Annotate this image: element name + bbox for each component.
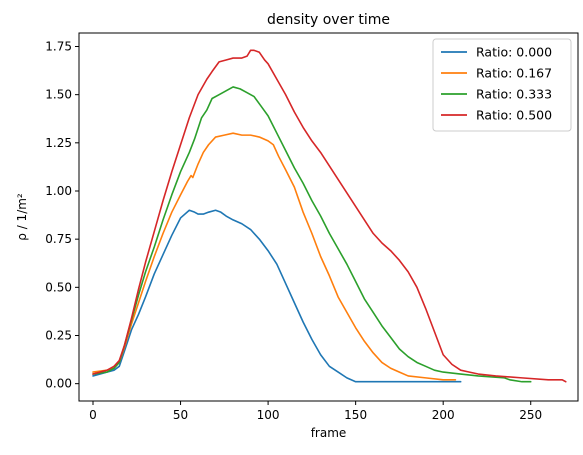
x-axis-ticks: 0 50 100 150 200 250	[89, 401, 542, 422]
y-axis-ticks: 0.00 0.25 0.50 0.75 1.00 1.25 1.50 1.75	[45, 39, 79, 391]
series-layer	[92, 49, 567, 383]
legend-label-1: Ratio: 0.167	[476, 66, 552, 81]
legend-label-2: Ratio: 0.333	[476, 87, 552, 102]
x-tick-label: 50	[173, 408, 188, 422]
y-tick-label: 0.25	[45, 328, 72, 342]
y-tick-label: 0.50	[45, 280, 72, 294]
series-line-1	[92, 132, 457, 381]
series-line-3	[92, 49, 567, 383]
x-tick-label: 0	[89, 408, 97, 422]
y-tick-label: 1.50	[45, 88, 72, 102]
y-tick-label: 0.00	[45, 377, 72, 391]
x-tick-label: 200	[432, 408, 455, 422]
series-line-0	[92, 209, 462, 383]
plot-frame	[78, 32, 579, 402]
y-tick-label: 1.00	[45, 184, 72, 198]
x-axis-label: frame	[311, 426, 347, 440]
x-tick-label: 150	[344, 408, 367, 422]
legend: Ratio: 0.000 Ratio: 0.167 Ratio: 0.333 Rati…	[432, 38, 572, 132]
series-line-2	[92, 86, 532, 383]
legend-box	[432, 38, 572, 132]
chart-title: density over time	[267, 12, 390, 28]
y-axis-label: ρ / 1/m²	[15, 193, 29, 241]
y-tick-label: 0.75	[45, 232, 72, 246]
y-tick-label: 1.25	[45, 136, 72, 150]
legend-label-0: Ratio: 0.000	[476, 45, 552, 60]
x-tick-label: 250	[519, 408, 542, 422]
legend-label-3: Ratio: 0.500	[476, 108, 552, 123]
x-tick-label: 100	[257, 408, 280, 422]
y-tick-label: 1.75	[45, 39, 72, 53]
